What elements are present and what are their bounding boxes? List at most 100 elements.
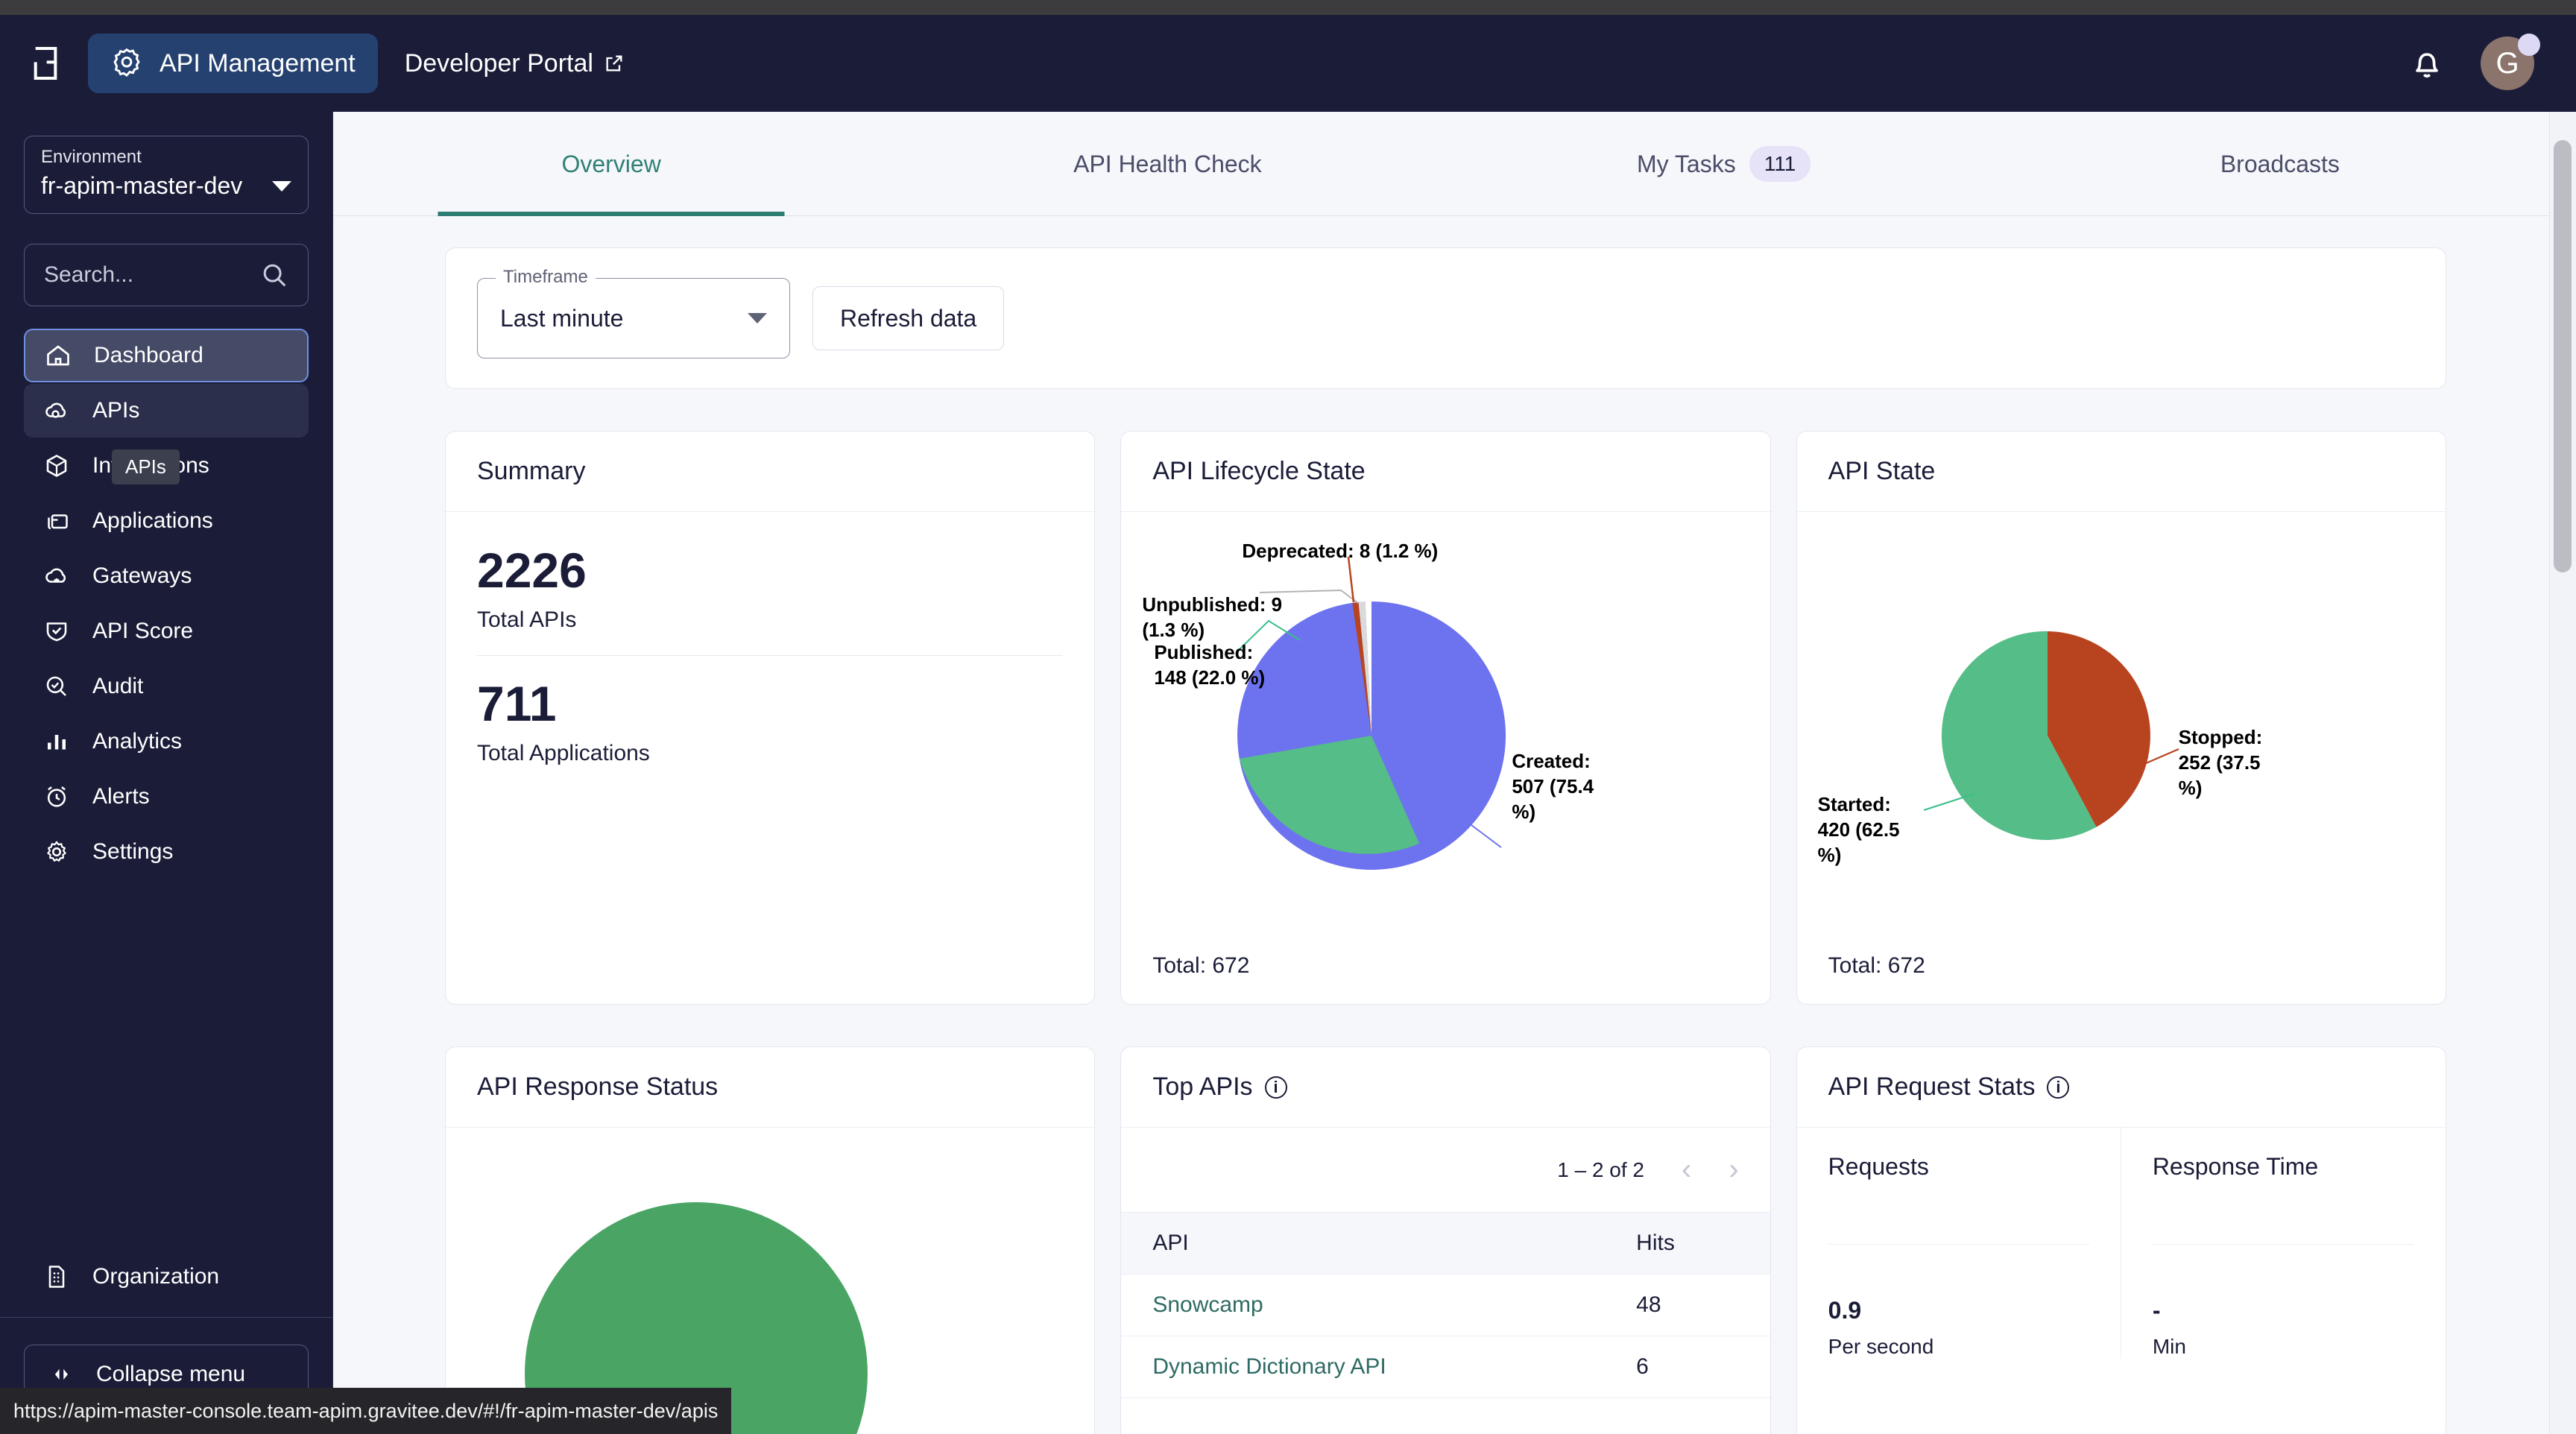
info-icon[interactable]: i — [2047, 1076, 2070, 1099]
api-hits-value: 6 — [1605, 1336, 1770, 1398]
sidebar-item-applications[interactable]: Applications — [24, 494, 309, 548]
api-lifecycle-state-card: API Lifecycle State — [1120, 431, 1771, 1005]
nav-developer-portal-label: Developer Portal — [404, 48, 593, 78]
timeframe-value: Last minute — [500, 304, 624, 332]
stat-divider — [2152, 1181, 2414, 1245]
tab-api-health-check[interactable]: API Health Check — [889, 112, 1445, 216]
environment-label: Environment — [41, 147, 142, 167]
sidebar-item-gateways[interactable]: Gateways — [24, 549, 309, 603]
column-header-hits: Hits — [1605, 1213, 1770, 1275]
top-navigation-bar: API Management Developer Portal G — [0, 15, 2576, 112]
search-icon — [260, 261, 288, 289]
page-scrollbar-thumb[interactable] — [2554, 140, 2572, 572]
collapse-menu-button[interactable]: Collapse menu — [24, 1345, 309, 1404]
main-content: Overview API Health Check My Tasks 111 B… — [333, 112, 2558, 1434]
tab-bar: Overview API Health Check My Tasks 111 B… — [333, 112, 2558, 216]
timeframe-toolbar: Timeframe Last minute Refresh data — [445, 247, 2446, 389]
sidebar-item-label: Analytics — [92, 729, 183, 754]
tooltip-apis: APIs — [112, 449, 180, 484]
summary-card: Summary 2226 Total APIs 711 Total Applic… — [445, 431, 1096, 1005]
notification-bell-icon[interactable] — [2408, 44, 2446, 83]
search-input[interactable]: Search... — [24, 244, 309, 306]
gear-badge-icon — [110, 47, 143, 80]
sidebar-item-integrations[interactable]: Integrations APIs — [24, 439, 309, 493]
sidebar-item-label: Audit — [92, 674, 144, 698]
browser-chrome-strip — [0, 0, 2576, 15]
tab-broadcasts[interactable]: Broadcasts — [2002, 112, 2558, 216]
api-name-link[interactable]: Dynamic Dictionary API — [1121, 1336, 1606, 1398]
table-row[interactable]: Dynamic Dictionary API 6 — [1121, 1336, 1770, 1398]
magnifier-check-icon — [42, 672, 72, 701]
nav-developer-portal[interactable]: Developer Portal — [405, 49, 625, 78]
total-apis-label: Total APIs — [477, 607, 577, 632]
sidebar-item-analytics[interactable]: Analytics — [24, 715, 309, 768]
api-request-stats-card: API Request Stats i Requests 0.9 Per sec… — [1796, 1046, 2446, 1434]
tab-label: API Health Check — [1073, 150, 1262, 177]
sidebar-item-label: API Score — [92, 619, 194, 643]
chevron-left-icon[interactable]: ‹ — [1682, 1153, 1692, 1186]
api-response-status-pie-chart — [446, 1128, 1094, 1434]
api-state-pie-chart: Stopped: 252 (37.5 %) Started: 420 (62.5… — [1797, 512, 2446, 1004]
pie-label-started: Started: 420 (62.5 %) — [1817, 793, 1900, 866]
search-placeholder: Search... — [44, 262, 134, 287]
sidebar-item-dashboard[interactable]: Dashboard — [24, 329, 309, 382]
sidebar-menu: Dashboard APIs Integrations APIs Applica… — [0, 329, 332, 879]
collapse-menu-label: Collapse menu — [96, 1362, 246, 1386]
api-request-stats-grid: Requests 0.9 Per second Response Time - … — [1797, 1128, 2446, 1359]
gravitee-logo-icon[interactable] — [28, 42, 63, 85]
column-header-api: API — [1121, 1213, 1606, 1275]
timeframe-select[interactable]: Timeframe Last minute — [477, 267, 790, 358]
top-apis-title: Top APIs i — [1121, 1047, 1770, 1128]
sidebar-item-alerts[interactable]: Alerts — [24, 770, 309, 824]
sidebar-item-label: Settings — [92, 839, 174, 864]
windows-icon — [42, 506, 72, 536]
refresh-data-button[interactable]: Refresh data — [812, 286, 1005, 350]
tab-overview[interactable]: Overview — [333, 112, 889, 216]
pie-label-unpublished: Unpublished: 9 (1.3 %) — [1142, 593, 1283, 641]
tab-label: My Tasks — [1636, 150, 1736, 177]
avatar[interactable]: G — [2481, 34, 2540, 90]
stat-title-response-time: Response Time — [2152, 1153, 2319, 1180]
sidebar-item-settings[interactable]: Settings — [24, 825, 309, 879]
tab-my-tasks[interactable]: My Tasks 111 — [1446, 112, 2002, 216]
stat-title-requests: Requests — [1828, 1153, 1929, 1180]
nav-api-management-label: API Management — [160, 48, 356, 78]
top-apis-paginator: 1 – 2 of 2 ‹ › — [1121, 1128, 1770, 1213]
sidebar-item-label: Gateways — [92, 563, 192, 588]
response-time-unit: Min — [2152, 1335, 2186, 1358]
sidebar-item-audit[interactable]: Audit — [24, 660, 309, 713]
building-icon — [42, 1262, 72, 1292]
environment-value: fr-apim-master-dev — [41, 172, 243, 199]
chevron-down-icon — [748, 313, 767, 323]
external-link-icon — [604, 53, 625, 74]
environment-selector[interactable]: Environment fr-apim-master-dev — [24, 136, 309, 214]
total-apis-value: 2226 — [477, 543, 587, 598]
sidebar-item-organization[interactable]: Organization — [0, 1236, 332, 1318]
sidebar-item-label: Alerts — [92, 784, 150, 809]
stat-column-response-time: Response Time - Min — [2121, 1128, 2446, 1359]
tab-label: Overview — [561, 150, 661, 177]
timeframe-legend: Timeframe — [496, 267, 596, 288]
api-request-stats-title: API Request Stats i — [1796, 1047, 2446, 1128]
info-icon[interactable]: i — [1264, 1076, 1287, 1099]
api-name-link[interactable]: Snowcamp — [1121, 1274, 1606, 1336]
chevron-right-icon[interactable]: › — [1729, 1153, 1739, 1186]
top-apis-table: API Hits Snowcamp 48 Dynamic Dictionary … — [1121, 1213, 1770, 1398]
nav-api-management[interactable]: API Management — [88, 34, 378, 93]
collapse-arrows-icon — [45, 1359, 75, 1389]
pie-label-created: Created: 507 (75.4 %) — [1512, 750, 1594, 823]
shield-check-icon — [42, 616, 72, 646]
pie-label-stopped: Stopped: 252 (37.5 %) — [2178, 726, 2263, 799]
gear-icon — [42, 837, 72, 867]
sidebar-item-apis[interactable]: APIs — [24, 384, 309, 438]
cloud-gear-icon — [42, 396, 72, 426]
pie-label-published: Published: 148 (22.0 %) — [1154, 641, 1266, 689]
refresh-data-label: Refresh data — [840, 304, 977, 332]
sidebar-item-api-score[interactable]: API Score — [24, 604, 309, 658]
total-applications-label: Total Applications — [477, 741, 650, 765]
stat-divider — [1828, 1181, 2089, 1245]
table-row[interactable]: Snowcamp 48 — [1121, 1274, 1770, 1336]
sidebar: Environment fr-apim-master-dev Search...… — [0, 112, 333, 1434]
tab-label: Broadcasts — [2220, 150, 2340, 177]
top-apis-title-text: Top APIs — [1152, 1073, 1253, 1101]
